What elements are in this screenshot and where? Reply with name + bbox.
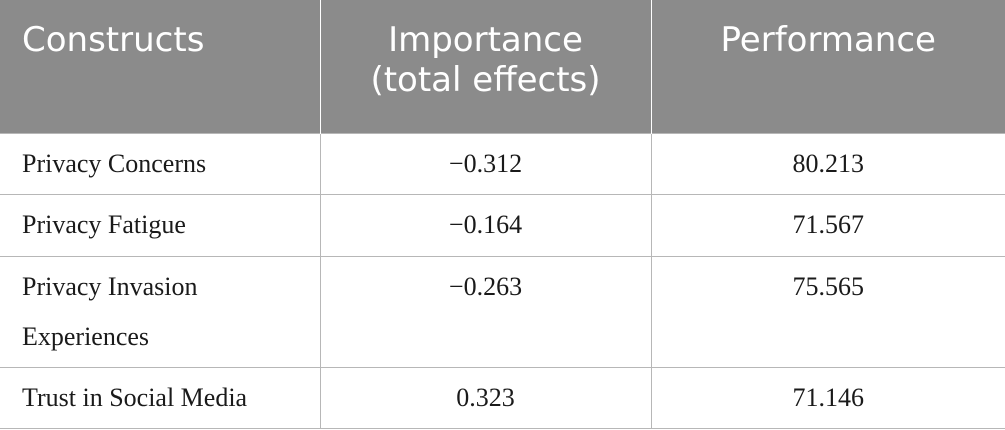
- header-importance-line1: Importance: [388, 20, 583, 60]
- construct-name-line1: Privacy Invasion: [22, 272, 198, 301]
- importance-value: 0.323: [456, 383, 515, 412]
- construct-cell: Trust in Social Media: [0, 367, 321, 429]
- performance-cell: 80.213: [650, 133, 1005, 195]
- table-header: Constructs Importance (total effects) Pe…: [0, 0, 1005, 134]
- importance-value: −0.263: [448, 272, 523, 301]
- importance-cell: −0.312: [319, 133, 652, 195]
- header-importance: Importance (total effects): [319, 0, 652, 134]
- construct-name-line2: Experiences: [22, 322, 150, 351]
- header-importance-line2: (total effects): [370, 60, 601, 100]
- performance-value: 71.567: [792, 210, 865, 239]
- construct-name: Trust in Social Media: [22, 383, 248, 412]
- performance-value: 80.213: [792, 149, 865, 178]
- table-row: Trust in Social Media 0.323 71.146: [0, 367, 1005, 429]
- header-performance: Performance: [650, 0, 1005, 134]
- performance-cell: 71.567: [650, 194, 1005, 257]
- performance-value: 71.146: [792, 383, 865, 412]
- construct-cell: Privacy Invasion Experiences: [0, 256, 321, 368]
- importance-cell: 0.323: [319, 367, 652, 429]
- importance-value: −0.312: [448, 149, 523, 178]
- importance-cell: −0.263: [319, 256, 652, 368]
- performance-cell: 71.146: [650, 367, 1005, 429]
- performance-cell: 75.565: [650, 256, 1005, 368]
- construct-cell: Privacy Concerns: [0, 133, 321, 195]
- construct-name: Privacy Fatigue: [22, 210, 186, 239]
- header-constructs: Constructs: [0, 0, 321, 134]
- importance-cell: −0.164: [319, 194, 652, 257]
- table-row: Privacy Fatigue −0.164 71.567: [0, 194, 1005, 257]
- importance-value: −0.164: [448, 210, 523, 239]
- table-row: Privacy Concerns −0.312 80.213: [0, 133, 1005, 195]
- construct-cell: Privacy Fatigue: [0, 194, 321, 257]
- table-row: Privacy Invasion Experiences −0.263 75.5…: [0, 256, 1005, 368]
- header-row: Constructs Importance (total effects) Pe…: [0, 0, 1005, 134]
- table-body: Privacy Concerns −0.312 80.213 Privacy F…: [0, 133, 1005, 429]
- performance-value: 75.565: [792, 272, 865, 301]
- construct-name: Privacy Concerns: [22, 149, 207, 178]
